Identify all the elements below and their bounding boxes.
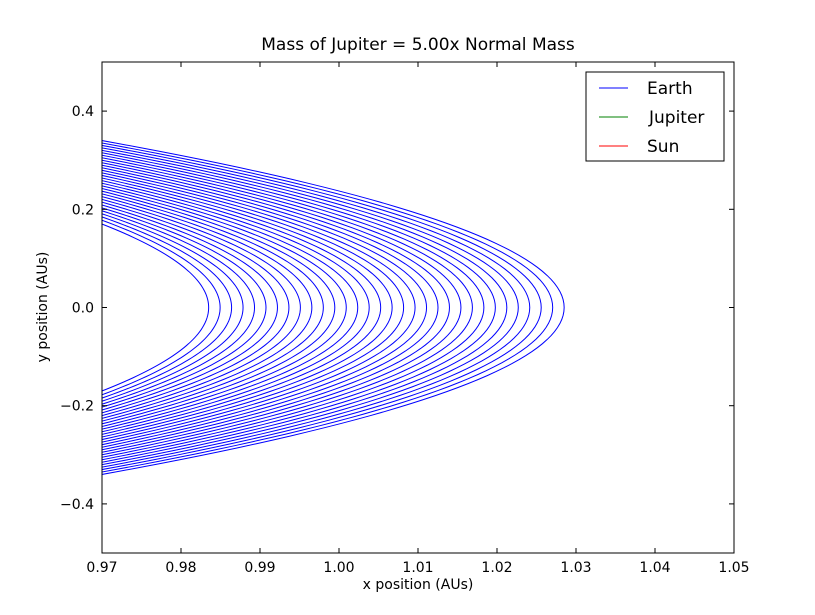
earth-orbit-line (102, 169, 428, 446)
y-tick-label: −0.4 (60, 497, 94, 513)
earth-orbit-line (102, 154, 496, 461)
earth-orbit-line (102, 142, 554, 473)
y-tick-label: −0.2 (60, 399, 94, 415)
earth-orbit-line (102, 149, 519, 466)
y-axis-label: y position (AUs) (35, 252, 51, 363)
x-axis-label: x position (AUs) (363, 577, 474, 593)
axis-ticks: 0.97 0.98 0.99 1.00 1.01 1.02 1.03 1.04 1.05 −0.4… (60, 62, 750, 576)
earth-orbit-line (102, 193, 324, 422)
x-tick-label: 0.98 (165, 560, 196, 576)
legend: Earth Jupiter Sun (585, 71, 725, 162)
earth-orbit-line (102, 174, 405, 441)
earth-orbit-line (102, 185, 359, 430)
y-tick-label: 0.4 (72, 104, 94, 120)
earth-orbit-line (102, 152, 508, 463)
earth-orbit-line (102, 207, 267, 408)
earth-orbit-line (102, 157, 485, 458)
x-tick-label: 1.01 (402, 560, 433, 576)
earth-orbit-line (102, 140, 565, 475)
legend-jupiter-label: Jupiter (648, 108, 704, 128)
earth-orbit-line (102, 147, 531, 468)
y-tick-label: 0.2 (72, 202, 94, 218)
earth-orbit-line (102, 213, 244, 402)
x-tick-label: 0.99 (244, 560, 275, 576)
chart-title: Mass of Jupiter = 5.00x Normal Mass (261, 35, 575, 55)
earth-orbit-line (102, 172, 416, 443)
x-tick-label: 1.02 (481, 560, 512, 576)
legend-earth-label: Earth (647, 79, 693, 99)
earth-orbit-series (102, 140, 565, 475)
x-tick-label: 1.00 (323, 560, 354, 576)
earth-orbit-line (102, 219, 221, 396)
y-tick-label: 0.0 (72, 301, 94, 317)
earth-orbit-line (102, 201, 290, 414)
x-tick-label: 1.04 (639, 560, 670, 576)
earth-orbit-line (102, 162, 462, 453)
earth-orbit-line (102, 177, 393, 438)
earth-orbit-line (102, 159, 473, 456)
earth-orbit-line (102, 204, 278, 411)
earth-orbit-line (102, 182, 370, 433)
earth-orbit-line (102, 180, 382, 435)
x-tick-label: 0.97 (86, 560, 117, 576)
earth-orbit-line (102, 196, 313, 419)
earth-orbit-line (102, 144, 542, 471)
x-tick-label: 1.03 (560, 560, 591, 576)
earth-orbit-line (102, 167, 439, 448)
earth-orbit-line (102, 223, 210, 392)
earth-orbit-line (102, 216, 233, 399)
earth-orbit-line (102, 210, 256, 405)
legend-sun-label: Sun (647, 137, 679, 157)
earth-orbit-line (102, 190, 336, 425)
earth-orbit-line (102, 187, 347, 428)
earth-orbit-line (102, 198, 301, 417)
earth-orbit-line (102, 164, 450, 451)
x-tick-label: 1.05 (718, 560, 749, 576)
